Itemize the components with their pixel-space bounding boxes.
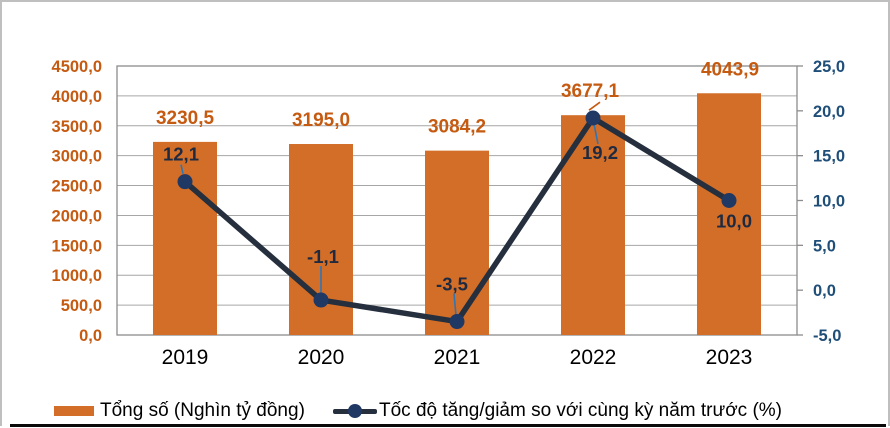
bar-value-label: 3195,0 xyxy=(292,110,350,131)
line-value-label: 19,2 xyxy=(582,142,618,163)
right-axis-tick-label: 25,0 xyxy=(813,58,845,76)
right-axis-tick-label: -5,0 xyxy=(813,327,841,345)
left-axis-tick-label: 1500,0 xyxy=(52,237,102,255)
line-label-leader xyxy=(180,164,184,174)
line-marker-2023 xyxy=(721,193,737,208)
bar-2019 xyxy=(153,141,217,335)
right-axis-tick-label: 5,0 xyxy=(813,237,836,255)
line-value-label: -3,5 xyxy=(436,274,468,295)
x-axis-category-label: 2019 xyxy=(162,346,209,369)
legend-item-growth: Tốc độ tăng/giảm so với cùng kỳ năm trướ… xyxy=(333,398,782,424)
bar-2023 xyxy=(697,93,761,335)
x-axis-category-label: 2022 xyxy=(570,346,617,369)
line-marker-2022 xyxy=(585,110,601,126)
legend-item-total: Tổng số (Nghìn tỷ đồng) xyxy=(54,398,305,424)
line-label-leader xyxy=(453,293,457,316)
left-axis-tick-label: 2000,0 xyxy=(52,207,102,225)
right-axis-tick-label: 20,0 xyxy=(813,103,845,121)
x-axis-category-label: 2021 xyxy=(434,346,481,369)
left-axis-tick-label: 3500,0 xyxy=(52,118,102,136)
line-value-label: -1,1 xyxy=(307,246,339,267)
legend-label-growth: Tốc độ tăng/giảm so với cùng kỳ năm trướ… xyxy=(379,400,782,421)
left-axis-tick-label: 0,0 xyxy=(79,327,102,345)
bar-value-label: 3677,1 xyxy=(561,81,620,102)
bar-value-label: 3084,2 xyxy=(428,117,486,138)
left-axis-tick-label: 4500,0 xyxy=(52,58,102,76)
chart-legend: Tổng số (Nghìn tỷ đồng) Tốc độ tăng/giảm… xyxy=(2,398,890,424)
left-axis-tick-label: 4000,0 xyxy=(52,88,102,106)
line-value-label: 12,1 xyxy=(163,144,199,165)
bar-label-leader xyxy=(588,101,601,111)
left-axis-tick-label: 2500,0 xyxy=(52,178,102,196)
legend-label-total: Tổng số (Nghìn tỷ đồng) xyxy=(100,400,305,421)
bar-series-swatch xyxy=(54,406,94,416)
bar-value-label: 3230,5 xyxy=(156,108,215,129)
line-label-leader xyxy=(593,123,599,145)
line-value-label: 10,0 xyxy=(716,211,752,232)
line-marker-2020 xyxy=(313,292,329,308)
bar-value-label: 4043,9 xyxy=(701,59,759,80)
line-series-swatch xyxy=(333,403,377,419)
left-axis-tick-label: 1000,0 xyxy=(52,267,102,285)
x-axis-category-label: 2023 xyxy=(706,346,753,369)
line-marker-2021 xyxy=(449,314,465,330)
left-axis-tick-label: 500,0 xyxy=(61,297,102,315)
left-axis-tick-label: 3000,0 xyxy=(52,148,102,166)
right-axis-tick-label: 15,0 xyxy=(813,148,845,166)
line-marker-2019 xyxy=(177,174,193,190)
bar-2021 xyxy=(425,150,489,335)
right-axis-tick-label: 0,0 xyxy=(813,282,836,300)
x-axis-category-label: 2020 xyxy=(298,346,345,369)
right-axis-tick-label: 10,0 xyxy=(813,193,845,211)
